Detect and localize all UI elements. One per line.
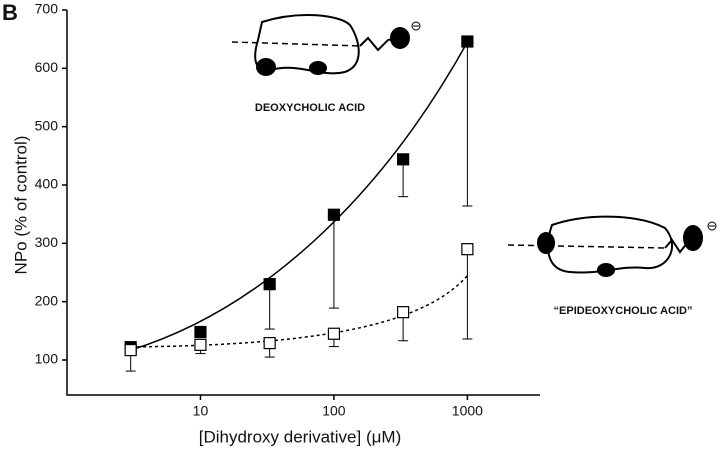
marker: [327, 327, 341, 340]
y-tick-label: 700: [35, 1, 59, 17]
y-tick-label: 200: [35, 292, 59, 308]
x-tick-label: 1000: [452, 403, 483, 419]
fit-curve: [130, 274, 469, 348]
molecule-drawing: [231, 13, 717, 277]
axis-frame: [66, 10, 540, 396]
marker: [263, 336, 276, 350]
y-axis-label: NPo (% of control): [11, 136, 30, 275]
y-tick-label: 500: [35, 117, 59, 133]
marker: [194, 338, 207, 351]
y-tick-label: 600: [35, 59, 59, 75]
marker: [461, 35, 474, 48]
marker: [397, 153, 410, 166]
y-tick-label: 100: [35, 351, 59, 367]
panel-label: B: [2, 0, 18, 25]
marker: [194, 325, 207, 339]
x-axis-label: [Dihydroxy derivative] (μM): [199, 427, 402, 446]
y-tick-label: 400: [35, 176, 59, 192]
marker: [327, 208, 341, 221]
annotation: “EPIDEOXYCHOLIC ACID”: [554, 305, 693, 317]
x-tick-label: 10: [193, 403, 209, 419]
annotation: DEOXYCHOLIC ACID: [255, 102, 365, 114]
y-tick-label: 300: [35, 234, 59, 250]
fit-curve: [130, 40, 469, 351]
marker: [397, 306, 410, 319]
x-tick-label: 100: [322, 403, 346, 419]
marker: [263, 278, 276, 291]
marker: [461, 243, 474, 256]
marker: [124, 343, 137, 357]
